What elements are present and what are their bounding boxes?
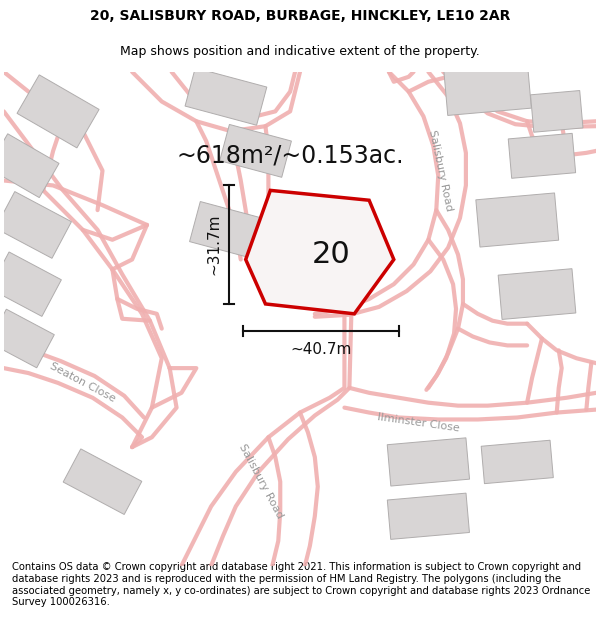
Polygon shape (190, 201, 262, 258)
Polygon shape (220, 124, 292, 177)
Polygon shape (476, 193, 559, 247)
Text: ~31.7m: ~31.7m (206, 214, 221, 276)
Text: Ilminster Close: Ilminster Close (377, 412, 460, 433)
Polygon shape (0, 252, 61, 316)
Polygon shape (388, 493, 469, 539)
Text: Seaton Close: Seaton Close (48, 361, 117, 404)
Polygon shape (63, 449, 142, 514)
Polygon shape (245, 191, 394, 314)
Polygon shape (0, 309, 55, 368)
Polygon shape (498, 269, 576, 319)
Text: 20, SALISBURY ROAD, BURBAGE, HINCKLEY, LE10 2AR: 20, SALISBURY ROAD, BURBAGE, HINCKLEY, L… (90, 9, 510, 22)
Polygon shape (481, 440, 553, 484)
Text: ~40.7m: ~40.7m (290, 342, 352, 357)
Text: Map shows position and indicative extent of the property.: Map shows position and indicative extent… (120, 45, 480, 58)
Polygon shape (0, 191, 71, 258)
Polygon shape (185, 68, 267, 125)
Polygon shape (530, 91, 583, 132)
Polygon shape (17, 75, 99, 148)
Text: ~618m²/~0.153ac.: ~618m²/~0.153ac. (176, 144, 404, 168)
Text: Salisbury Road: Salisbury Road (427, 129, 454, 213)
Polygon shape (508, 133, 575, 178)
Text: Contains OS data © Crown copyright and database right 2021. This information is : Contains OS data © Crown copyright and d… (12, 562, 590, 608)
Polygon shape (387, 438, 470, 486)
Polygon shape (0, 134, 59, 198)
Polygon shape (271, 229, 349, 290)
Polygon shape (444, 64, 532, 116)
Text: Salisbury Road: Salisbury Road (236, 442, 284, 521)
Text: 20: 20 (312, 240, 350, 269)
